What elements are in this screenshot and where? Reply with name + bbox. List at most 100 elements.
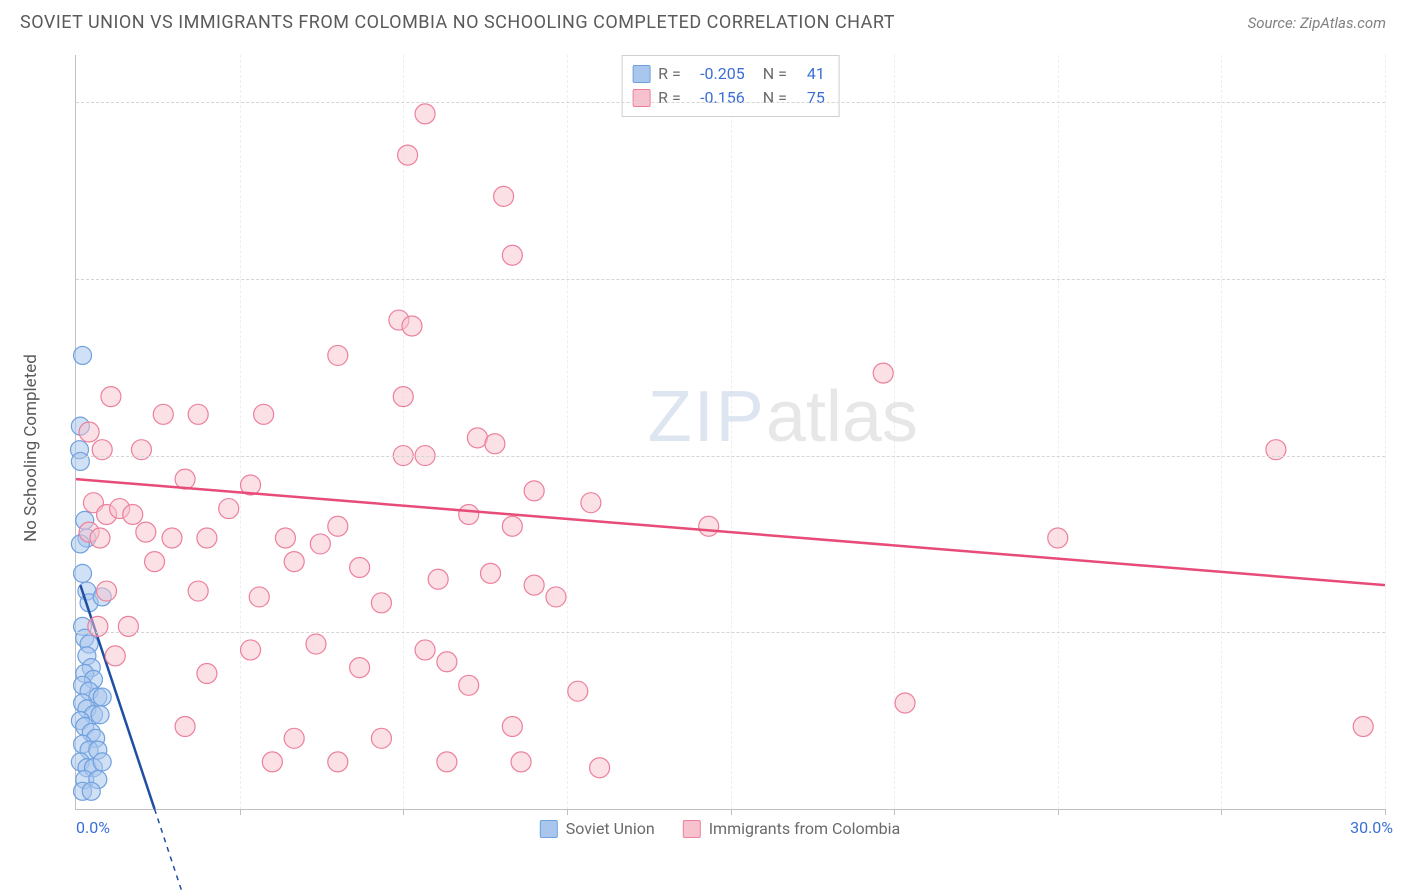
data-point <box>92 440 112 460</box>
gridline-h <box>76 279 1385 280</box>
data-point <box>511 752 531 772</box>
data-point <box>699 516 719 536</box>
data-point <box>371 593 391 613</box>
data-point <box>97 581 117 601</box>
data-point <box>101 387 121 407</box>
data-point <box>74 564 92 582</box>
data-point <box>175 469 195 489</box>
stat-r-value: -0.205 <box>689 62 745 86</box>
legend-swatch <box>632 65 650 83</box>
data-point <box>524 575 544 595</box>
data-point <box>502 717 522 737</box>
x-axis-min-label: 0.0% <box>76 818 110 837</box>
data-point <box>88 616 108 636</box>
data-point <box>197 528 217 548</box>
x-axis-max-label: 30.0% <box>1350 818 1393 837</box>
x-tick <box>403 809 404 815</box>
data-point <box>568 681 588 701</box>
data-point <box>123 504 143 524</box>
data-point <box>459 675 479 695</box>
stats-row: R =-0.156N =75 <box>632 86 825 110</box>
legend-label: Soviet Union <box>566 819 655 838</box>
data-point <box>481 563 501 583</box>
data-point <box>371 728 391 748</box>
y-tick-label: 3.0% <box>1397 446 1406 465</box>
data-point <box>284 552 304 572</box>
y-tick-label: 4.5% <box>1397 269 1406 288</box>
data-point <box>328 752 348 772</box>
scatter-svg <box>76 55 1385 809</box>
y-axis-label: No Schooling Completed <box>21 354 41 542</box>
data-point <box>895 693 915 713</box>
data-point <box>1353 717 1373 737</box>
stat-r-label: R = <box>658 62 681 86</box>
x-tick <box>1058 809 1059 815</box>
legend-item: Immigrants from Colombia <box>683 819 901 838</box>
data-point <box>402 316 422 336</box>
legend-item: Soviet Union <box>540 819 655 838</box>
data-point <box>590 758 610 778</box>
x-tick <box>894 809 895 815</box>
data-point <box>241 640 261 660</box>
x-tick <box>731 809 732 815</box>
data-point <box>219 499 239 519</box>
chart-area: No Schooling Completed ZIPatlas R =-0.20… <box>55 55 1385 840</box>
data-point <box>328 345 348 365</box>
data-point <box>546 587 566 607</box>
data-point <box>328 516 348 536</box>
stat-n-label: N = <box>763 86 787 110</box>
legend-swatch <box>683 820 701 838</box>
data-point <box>284 728 304 748</box>
data-point <box>350 557 370 577</box>
stats-row: R = -0.205 N = 41 <box>632 62 825 86</box>
data-point <box>254 404 274 424</box>
data-point <box>136 522 156 542</box>
data-point <box>93 753 111 771</box>
data-point <box>350 658 370 678</box>
x-tick <box>567 809 568 815</box>
data-point <box>306 634 326 654</box>
data-point <box>153 404 173 424</box>
data-point <box>82 782 100 800</box>
legend-swatch <box>632 89 650 107</box>
x-tick <box>240 809 241 815</box>
data-point <box>162 528 182 548</box>
data-point <box>118 616 138 636</box>
data-point <box>175 717 195 737</box>
chart-header: SOVIET UNION VS IMMIGRANTS FROM COLOMBIA… <box>0 0 1406 41</box>
data-point <box>1266 440 1286 460</box>
x-tick <box>1221 809 1222 815</box>
data-point <box>524 481 544 501</box>
data-point <box>437 652 457 672</box>
data-point <box>415 104 435 124</box>
data-point <box>415 640 435 660</box>
data-point <box>197 664 217 684</box>
chart-source: Source: ZipAtlas.com <box>1248 14 1386 32</box>
data-point <box>131 440 151 460</box>
plot-area: ZIPatlas R =-0.205N =41R =-0.156N =75 0.… <box>75 55 1385 810</box>
y-tick-label: 6.0% <box>1397 93 1406 112</box>
data-point <box>262 752 282 772</box>
gridline-h <box>76 456 1385 457</box>
data-point <box>485 434 505 454</box>
stat-n-value: 75 <box>795 86 825 110</box>
data-point <box>145 552 165 572</box>
gridline-h <box>76 632 1385 633</box>
stat-n-label: N = <box>763 62 787 86</box>
chart-title: SOVIET UNION VS IMMIGRANTS FROM COLOMBIA… <box>20 12 895 33</box>
data-point <box>1048 528 1068 548</box>
gridline-h <box>76 102 1385 103</box>
data-point <box>310 534 330 554</box>
data-point <box>494 186 514 206</box>
data-point <box>393 387 413 407</box>
stat-r-label: R = <box>658 86 681 110</box>
y-tick-label: 1.5% <box>1397 623 1406 642</box>
legend-label: Immigrants from Colombia <box>709 819 901 838</box>
bottom-legend: Soviet Union Immigrants from Colombia <box>540 819 900 838</box>
data-point <box>74 346 92 364</box>
data-point <box>105 646 125 666</box>
stat-n-value: 41 <box>795 62 825 86</box>
data-point <box>459 504 479 524</box>
data-point <box>398 145 418 165</box>
data-point <box>91 706 109 724</box>
